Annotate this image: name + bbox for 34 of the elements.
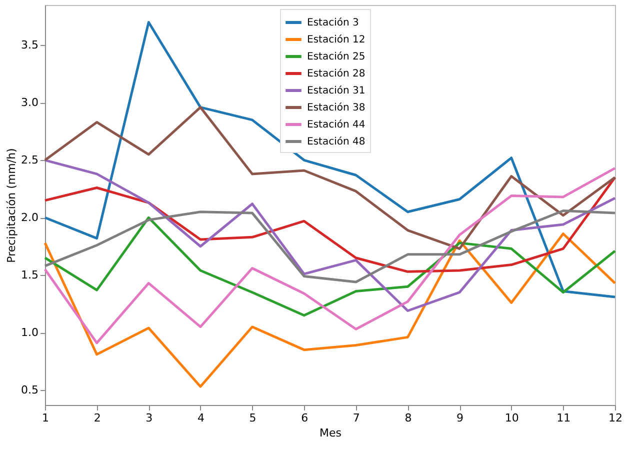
- legend-label: Estación 25: [307, 52, 366, 62]
- line-series: [44, 216, 616, 317]
- line-series: [44, 176, 616, 273]
- line-series: [44, 232, 616, 388]
- y-axis-title: Precipitación (mm/h): [5, 148, 18, 263]
- y-tick-label: 2.5: [21, 154, 38, 167]
- y-tick-label: 2.0: [21, 211, 38, 224]
- legend-label: Estación 12: [307, 34, 366, 46]
- legend-label: Estación 31: [307, 86, 366, 96]
- x-axis-title: Mes: [320, 426, 342, 440]
- x-tick-label: 3: [146, 412, 153, 424]
- y-tick-label: 1.0: [21, 326, 38, 340]
- x-tick-label: 6: [301, 412, 308, 424]
- x-tick-label: 8: [404, 412, 412, 424]
- x-tick-label: 1: [42, 412, 49, 424]
- x-tick-label: 11: [556, 412, 571, 424]
- legend-label: Estación 44: [307, 120, 366, 130]
- x-tick-label: 12: [608, 412, 622, 424]
- x-tick-label: 2: [94, 412, 101, 424]
- y-tick-label: 1.5: [21, 268, 38, 282]
- legend-label: Estación 48: [307, 136, 366, 148]
- legend-label: Estación 38: [307, 102, 366, 114]
- x-tick-label: 5: [249, 412, 256, 424]
- x-tick-label: 4: [197, 412, 204, 424]
- line-series: [44, 158, 616, 312]
- x-tick-label: 9: [456, 412, 464, 424]
- legend-label: Estación 28: [307, 68, 366, 80]
- x-tick-label: 10: [504, 412, 519, 424]
- y-tick-label: 3.5: [21, 38, 38, 52]
- y-tick-label: 0.5: [21, 384, 38, 397]
- legend-label: Estación 3: [307, 18, 359, 28]
- y-tick-label: 3.0: [21, 96, 38, 110]
- x-tick-label: 7: [352, 412, 360, 424]
- line-series: [44, 166, 616, 344]
